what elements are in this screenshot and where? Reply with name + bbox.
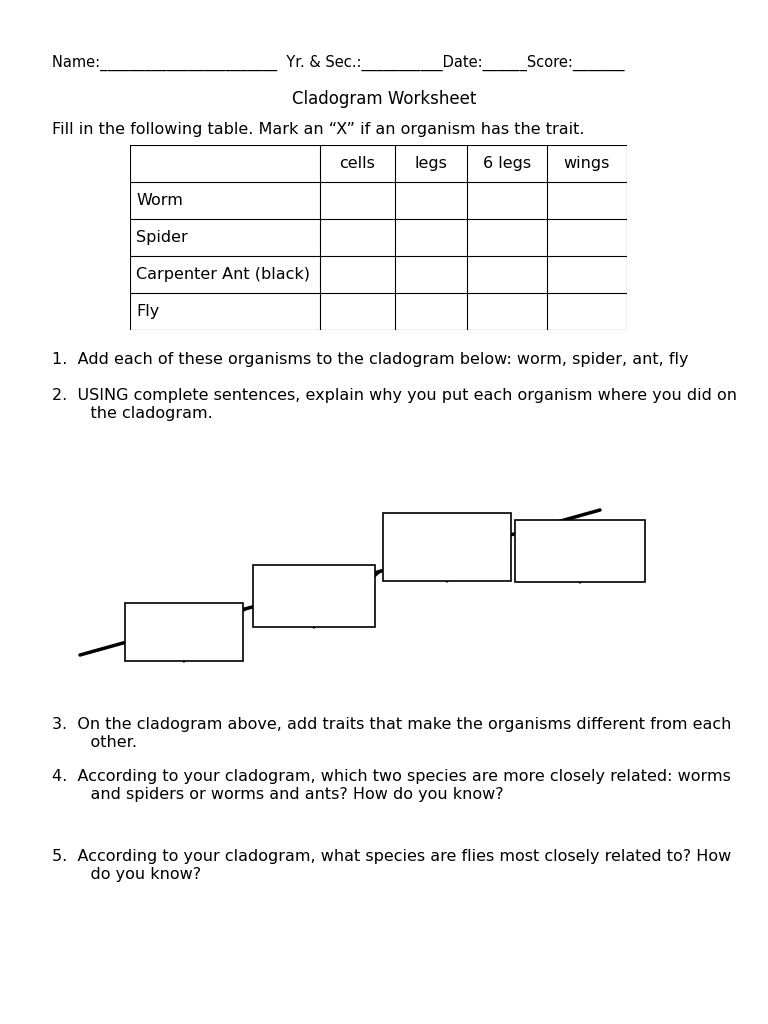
Text: 4.  According to your cladogram, which two species are more closely related: wor: 4. According to your cladogram, which tw… bbox=[52, 769, 731, 784]
Text: the cladogram.: the cladogram. bbox=[70, 406, 213, 421]
Text: Name:________________________  Yr. & Sec.:___________Date:______Score:_______: Name:________________________ Yr. & Sec.… bbox=[52, 55, 624, 72]
Bar bbox=[383, 513, 511, 581]
Text: 3.  On the cladogram above, add traits that make the organisms different from ea: 3. On the cladogram above, add traits th… bbox=[52, 717, 731, 732]
Text: legs: legs bbox=[415, 156, 448, 171]
Text: and spiders or worms and ants? How do you know?: and spiders or worms and ants? How do yo… bbox=[70, 787, 504, 802]
Text: cells: cells bbox=[339, 156, 376, 171]
Bar bbox=[125, 603, 243, 662]
Text: wings: wings bbox=[564, 156, 611, 171]
Text: Carpenter Ant (black): Carpenter Ant (black) bbox=[136, 267, 310, 282]
Text: Fill in the following table. Mark an “X” if an organism has the trait.: Fill in the following table. Mark an “X”… bbox=[52, 122, 584, 137]
Text: 1.  Add each of these organisms to the cladogram below: worm, spider, ant, fly: 1. Add each of these organisms to the cl… bbox=[52, 352, 688, 367]
Text: Cladogram Worksheet: Cladogram Worksheet bbox=[292, 90, 476, 108]
Text: Fly: Fly bbox=[136, 304, 159, 319]
Bar bbox=[253, 565, 375, 627]
Text: 6 legs: 6 legs bbox=[483, 156, 531, 171]
Text: 5.  According to your cladogram, what species are flies most closely related to?: 5. According to your cladogram, what spe… bbox=[52, 849, 731, 864]
Text: 2.  USING complete sentences, explain why you put each organism where you did on: 2. USING complete sentences, explain why… bbox=[52, 388, 737, 403]
Text: other.: other. bbox=[70, 735, 137, 750]
Text: do you know?: do you know? bbox=[70, 867, 201, 882]
Bar bbox=[515, 520, 645, 582]
Text: Spider: Spider bbox=[136, 230, 187, 245]
Text: Worm: Worm bbox=[136, 193, 183, 208]
